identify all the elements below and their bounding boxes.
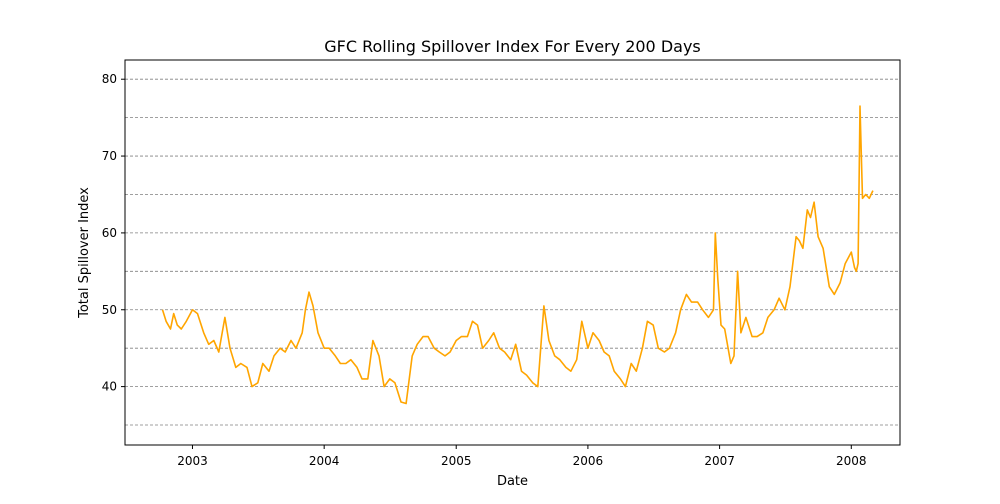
x-axis-label: Date	[497, 474, 528, 489]
grid-lines	[125, 78, 900, 426]
series-layer	[161, 105, 874, 405]
x-tick-label: 2006	[573, 454, 604, 468]
x-tick-label: 2007	[704, 454, 735, 468]
x-axis-ticks: 2003 2004 2005 2006 2007 2008	[177, 445, 867, 468]
x-tick-label: 2008	[836, 454, 867, 468]
x-tick-label: 2003	[177, 454, 208, 468]
y-tick-label: 40	[102, 380, 117, 394]
y-tick-label: 60	[102, 226, 117, 240]
y-tick-label: 70	[102, 149, 117, 163]
x-tick-label: 2005	[441, 454, 472, 468]
y-axis-label: Total Spillover Index	[77, 187, 92, 319]
chart-title: GFC Rolling Spillover Index For Every 20…	[324, 37, 701, 56]
series-line-0	[161, 105, 874, 405]
x-tick-label: 2004	[309, 454, 340, 468]
y-axis-ticks: 40 50 60 70 80	[102, 72, 125, 394]
plot-area-frame	[124, 59, 901, 446]
y-tick-label: 80	[102, 72, 117, 86]
y-tick-label: 50	[102, 303, 117, 317]
